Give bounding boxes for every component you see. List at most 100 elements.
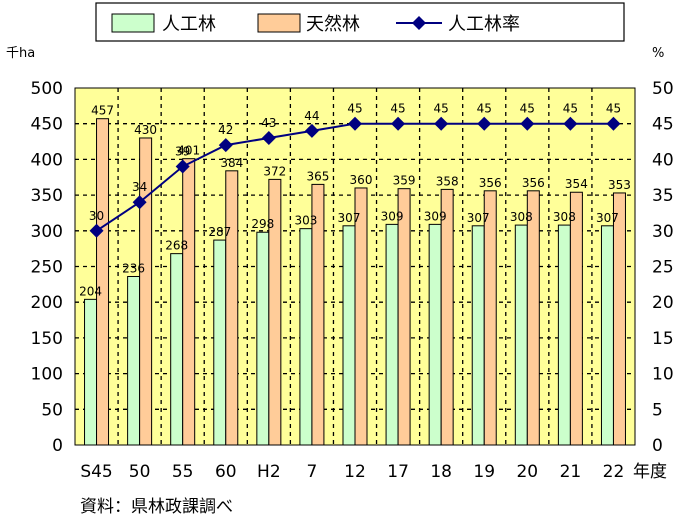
bar-natural <box>225 170 239 446</box>
rate-marker <box>132 195 147 210</box>
y-right-tick-label: 0 <box>652 436 663 456</box>
label-natural: 356 <box>522 176 545 190</box>
rate-line <box>89 116 621 238</box>
label-rate: 45 <box>520 102 535 116</box>
bar-natural <box>139 137 153 446</box>
legend-label-artificial: 人工林 <box>162 14 216 35</box>
label-rate: 30 <box>89 209 104 223</box>
label-natural: 457 <box>91 104 114 118</box>
y-right-tick-label: 15 <box>652 329 674 349</box>
right-axis-label: % <box>652 46 664 61</box>
rate-marker <box>89 223 104 238</box>
y-left-tick-label: 500 <box>31 79 63 99</box>
label-rate: 43 <box>261 116 276 130</box>
legend-label-natural: 天然林 <box>306 14 360 35</box>
data-labels: 204 457 236 430 268 401 287 384 298 372 303 365 307 3… <box>79 102 631 299</box>
legend-label-rate: 人工林率 <box>448 14 520 35</box>
left-axis-label: 千ha <box>6 46 35 61</box>
rate-marker <box>563 116 578 131</box>
bar-artificial <box>428 223 442 446</box>
rate-marker <box>218 138 233 153</box>
y-right-tick-label: 50 <box>652 79 674 99</box>
label-rate: 44 <box>304 109 319 123</box>
bar-natural <box>268 178 282 446</box>
x-tick-label: S45 <box>80 462 112 482</box>
x-tick-label: 18 <box>430 462 452 482</box>
y-right-tick-label: 10 <box>652 365 674 385</box>
label-artificial: 308 <box>510 210 533 224</box>
label-natural: 360 <box>350 173 373 187</box>
x-tick-label: 21 <box>560 462 582 482</box>
source-note: 資料：県林政課調べ <box>80 497 233 517</box>
bar-natural <box>96 118 110 446</box>
y-left-tick-label: 0 <box>52 436 63 456</box>
bars <box>84 118 626 446</box>
y-left-tick-label: 250 <box>31 258 63 278</box>
legend-swatch-artificial <box>111 13 155 33</box>
rate-marker <box>304 123 319 138</box>
label-rate: 42 <box>218 123 233 137</box>
label-artificial: 309 <box>424 209 447 223</box>
bar-artificial <box>557 224 571 446</box>
bar-artificial <box>170 253 184 446</box>
label-artificial: 268 <box>165 239 188 253</box>
y-left-tick-label: 450 <box>31 115 63 135</box>
x-tick-label: 12 <box>344 462 366 482</box>
label-artificial: 236 <box>122 261 145 275</box>
bar-natural <box>354 187 368 446</box>
x-tick-label: 7 <box>307 462 318 482</box>
legend-box <box>95 2 625 42</box>
label-rate: 45 <box>390 102 405 116</box>
label-rate: 45 <box>347 102 362 116</box>
x-tick-label: 19 <box>473 462 495 482</box>
y-left-tick-label: 100 <box>31 365 63 385</box>
label-artificial: 309 <box>381 209 404 223</box>
rate-marker <box>175 159 190 174</box>
rate-marker <box>477 116 492 131</box>
bar-natural <box>397 188 411 446</box>
label-artificial: 303 <box>294 214 317 228</box>
label-natural: 358 <box>436 174 459 188</box>
label-rate: 34 <box>132 180 147 194</box>
bar-natural <box>182 158 196 446</box>
rate-marker <box>391 116 406 131</box>
bar-natural <box>526 190 540 446</box>
rate-marker <box>348 116 362 131</box>
y-right-tick-label: 25 <box>652 258 674 278</box>
label-artificial: 204 <box>79 284 102 298</box>
bar-artificial <box>299 228 313 446</box>
x-tick-label: 17 <box>387 462 409 482</box>
x-axis-label: 年度 <box>633 462 667 482</box>
bar-artificial <box>256 231 270 446</box>
y-right-tick-label: 30 <box>652 222 674 242</box>
x-tick-label: 55 <box>172 462 194 482</box>
bar-artificial <box>514 224 528 446</box>
bar-natural <box>569 191 583 446</box>
y-right-tick-label: 35 <box>652 186 674 206</box>
label-rate: 39 <box>175 145 190 159</box>
label-natural: 372 <box>263 164 286 178</box>
rate-marker <box>606 116 621 131</box>
bar-artificial <box>342 225 356 446</box>
label-rate: 45 <box>563 102 578 116</box>
label-natural: 401 <box>177 144 200 158</box>
rate-marker <box>434 116 449 131</box>
rate-marker <box>520 116 535 131</box>
label-natural: 356 <box>479 176 502 190</box>
label-artificial: 307 <box>596 211 619 225</box>
x-tick-label: 22 <box>603 462 625 482</box>
label-artificial: 298 <box>251 217 274 231</box>
y-left-tick-label: 350 <box>31 186 63 206</box>
label-rate: 45 <box>477 102 492 116</box>
bar-natural <box>612 192 626 446</box>
y-right-tick-label: 20 <box>652 293 674 313</box>
legend: 人工林 天然林 人工林率 <box>95 2 625 42</box>
bar-artificial <box>213 239 227 446</box>
label-natural: 365 <box>306 169 329 183</box>
label-artificial: 307 <box>467 211 490 225</box>
bar-artificial <box>600 225 614 446</box>
legend-swatch-natural <box>257 13 301 33</box>
label-natural: 359 <box>393 174 416 188</box>
bar-artificial <box>127 275 141 446</box>
